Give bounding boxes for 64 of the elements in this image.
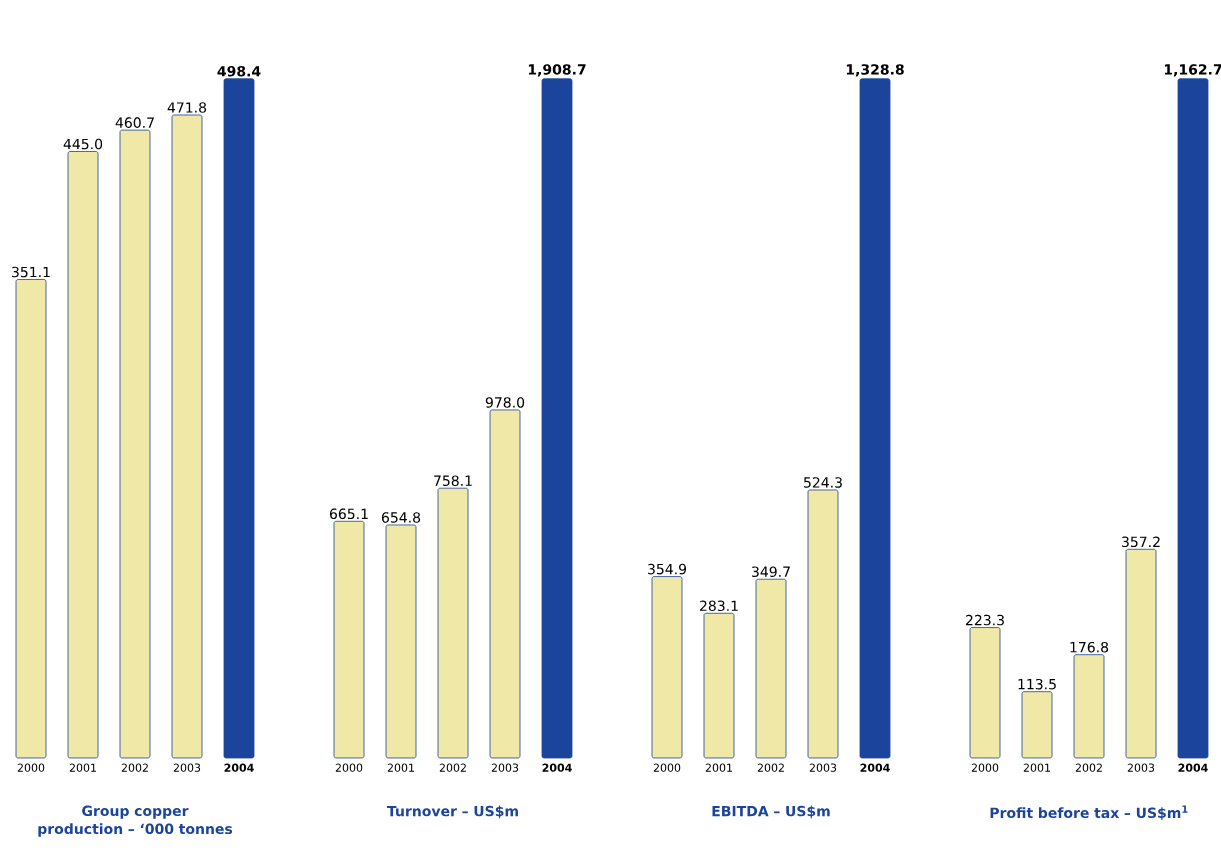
data-label: 223.3 — [965, 614, 1004, 626]
x-tick-label: 2004 — [1178, 763, 1208, 772]
data-label: 354.9 — [648, 563, 687, 575]
x-tick-label: 2004 — [860, 763, 890, 772]
x-tick-label: 2002 — [121, 763, 148, 772]
bar — [119, 129, 151, 759]
data-label: 176.8 — [1070, 641, 1109, 653]
bar — [703, 612, 735, 759]
bar — [1177, 78, 1209, 759]
bar — [15, 279, 47, 759]
data-label: 665.1 — [329, 508, 368, 520]
bar — [651, 576, 683, 759]
data-label: 357.2 — [1122, 536, 1160, 548]
bar — [223, 78, 255, 759]
data-label: 445.0 — [63, 138, 103, 150]
text: Profit before tax – US$m$^{1}$ — [990, 805, 1188, 820]
data-label: 471.8 — [167, 102, 207, 113]
data-label: 1,908.7 — [528, 64, 586, 77]
bar — [333, 520, 365, 759]
x-tick-label: 2001 — [705, 763, 732, 772]
data-label: 1,162.7 — [1164, 64, 1221, 77]
text: EBITDA – US$m — [712, 805, 830, 819]
x-tick-label: 2003 — [809, 763, 837, 772]
bar — [1021, 691, 1053, 759]
x-tick-label: 2001 — [69, 763, 96, 772]
data-label: 498.4 — [217, 65, 261, 77]
x-tick-label: 2004 — [542, 763, 572, 772]
bar — [385, 524, 417, 759]
x-tick-label: 2000 — [971, 763, 999, 772]
text: Group copper production – ‘000 tonnes — [38, 805, 233, 837]
data-label: 460.7 — [115, 117, 154, 128]
bar — [807, 489, 839, 759]
bar — [489, 409, 521, 759]
bar — [755, 578, 787, 759]
x-tick-label: 2002 — [439, 763, 466, 772]
x-tick-label: 2002 — [1075, 763, 1102, 772]
bar — [1073, 654, 1105, 759]
data-label: 758.1 — [434, 475, 472, 487]
x-tick-label: 2000 — [17, 763, 45, 772]
x-tick-label: 2002 — [757, 763, 784, 772]
data-label: 113.5 — [1018, 678, 1056, 690]
x-tick-label: 2000 — [653, 763, 681, 772]
data-label: 524.3 — [804, 477, 842, 488]
data-label: 349.7 — [752, 566, 790, 578]
bar — [1125, 548, 1157, 759]
x-tick-label: 2003 — [1127, 763, 1155, 772]
data-label: 654.8 — [381, 512, 421, 523]
data-label: 1,328.8 — [846, 64, 904, 77]
data-label: 283.1 — [699, 600, 738, 612]
x-tick-label: 2004 — [224, 763, 254, 772]
bar — [859, 78, 891, 759]
bar — [67, 151, 99, 759]
x-tick-label: 2003 — [173, 763, 201, 772]
x-tick-label: 2001 — [1023, 763, 1050, 772]
x-tick-label: 2001 — [387, 763, 414, 772]
x-tick-label: 2003 — [491, 763, 519, 772]
text: Turnover – US$m — [387, 805, 518, 819]
x-tick-label: 2000 — [335, 763, 363, 772]
bar — [541, 78, 573, 759]
bar — [969, 627, 1001, 759]
bar — [437, 487, 469, 759]
data-label: 978.0 — [485, 397, 525, 408]
bar — [171, 114, 203, 759]
data-label: 351.1 — [12, 266, 50, 278]
